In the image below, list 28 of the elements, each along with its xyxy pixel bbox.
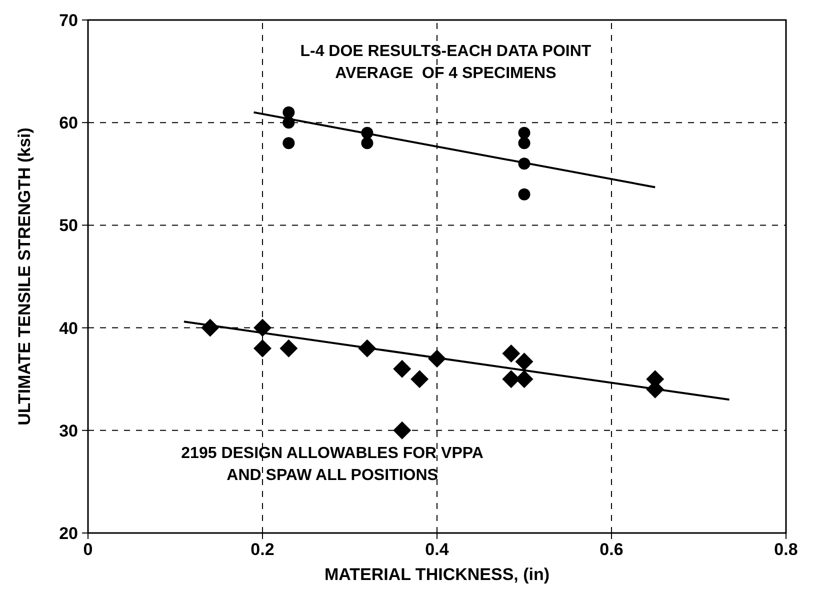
- point: [393, 421, 412, 440]
- x-tick-label: 0.8: [774, 540, 798, 559]
- point: [515, 352, 534, 371]
- point: [518, 188, 530, 200]
- y-tick-label: 40: [59, 318, 78, 338]
- point: [361, 137, 374, 150]
- point: [254, 318, 272, 337]
- point: [502, 344, 520, 362]
- y-axis-title: ULTIMATE TENSILE STRENGTH (ksi): [15, 128, 34, 426]
- x-tick-label: 0.2: [250, 540, 274, 559]
- x-tick-label: 0.4: [425, 540, 450, 559]
- point: [282, 106, 295, 118]
- y-tick-label: 50: [59, 216, 78, 236]
- x-axis-title: MATERIAL THICKNESS, (in): [324, 565, 550, 584]
- point: [518, 137, 530, 150]
- point: [393, 360, 412, 378]
- x-tick-label: 0: [83, 540, 93, 559]
- x-tick-label: 0.6: [600, 540, 624, 559]
- y-tick-label: 30: [59, 421, 78, 440]
- point: [518, 126, 530, 139]
- point: [282, 137, 295, 150]
- point: [410, 370, 429, 388]
- y-tick-label: 60: [59, 114, 78, 133]
- y-tick-label: 20: [59, 524, 78, 543]
- y-tick-label: 70: [59, 11, 78, 30]
- point: [254, 339, 272, 358]
- annotation: 2195 DESIGN ALLOWABLES FOR VPPA AND SPAW ALL POSITIONS: [181, 445, 484, 484]
- point: [280, 339, 298, 358]
